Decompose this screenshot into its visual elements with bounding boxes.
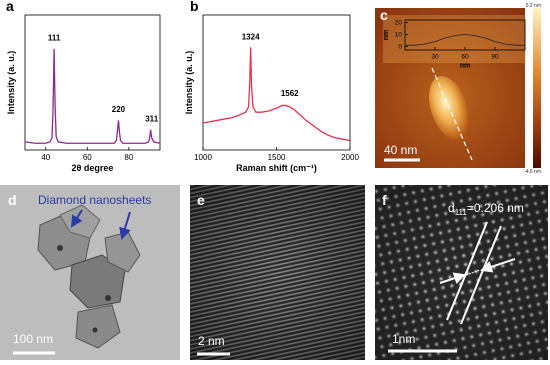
nanosheet xyxy=(75,304,121,349)
panel-label: c xyxy=(380,7,388,23)
x-axis-label: Raman shift (cm⁻¹) xyxy=(236,163,317,173)
nanosheet xyxy=(69,254,126,309)
hrtem-panel-e: e 2 nm xyxy=(190,185,365,360)
hrtem-panel-f: f d111=0.206 nm 1nm xyxy=(375,185,548,360)
x-tick-label: 90 xyxy=(491,54,499,61)
data-line xyxy=(405,33,525,46)
x-axis-label: nm xyxy=(460,63,471,70)
y-axis-label: nm xyxy=(383,30,390,41)
scale-bar-label: 100 nm xyxy=(13,332,53,346)
tem-panel-d: d Diamond nanosheets 100 nm xyxy=(0,185,180,360)
y-axis-label: Intensity (a. u.) xyxy=(6,51,16,115)
peak-label: 311 xyxy=(145,115,158,124)
x-tick-label: 40 xyxy=(41,153,50,162)
x-axis-label: 2θ degree xyxy=(72,163,114,173)
x-tick-label: 2000 xyxy=(341,153,359,162)
panel-label: d xyxy=(8,192,17,208)
x-tick-label: 1000 xyxy=(194,153,212,162)
arrow xyxy=(480,258,516,273)
shading xyxy=(190,185,365,360)
arrow xyxy=(439,272,466,284)
spacing-subscript: 111 xyxy=(455,208,468,217)
peak-label: 111 xyxy=(48,34,61,43)
plot-frame xyxy=(202,14,351,151)
x-tick-label: 60 xyxy=(461,54,469,61)
spacing-mark xyxy=(465,269,481,276)
x-tick-label: 1500 xyxy=(268,153,286,162)
spacing-label: d111=0.206 nm xyxy=(448,201,524,217)
scale-bar-label: 1nm xyxy=(392,332,415,346)
peak-label: 220 xyxy=(112,105,126,114)
peak-label: 1562 xyxy=(281,89,299,98)
scale-bar-label: 2 nm xyxy=(198,334,225,348)
colorbar-max: 5.2 nm xyxy=(526,3,541,9)
peak-label: 1324 xyxy=(242,32,260,41)
panel-label: a xyxy=(6,0,14,14)
particle xyxy=(57,245,63,251)
panel-label: e xyxy=(197,192,205,208)
panel-label: f xyxy=(382,192,387,208)
annotation: Diamond nanosheets xyxy=(38,193,151,207)
x-tick-label: 60 xyxy=(83,153,92,162)
y-axis-label: Intensity (a. u.) xyxy=(184,51,194,115)
colorbar xyxy=(533,8,541,168)
data-line xyxy=(202,47,351,142)
lattice-line xyxy=(460,225,502,325)
x-tick-label: 80 xyxy=(124,153,133,162)
inset-bg xyxy=(383,15,526,63)
particle xyxy=(92,327,98,333)
lattice-line xyxy=(446,221,488,321)
y-tick-label: 20 xyxy=(395,20,403,27)
particle xyxy=(105,295,111,301)
spacing-symbol: d xyxy=(448,201,455,215)
scale-bar-label: 40 nm xyxy=(384,143,417,157)
arrow xyxy=(119,211,131,240)
panel-label: b xyxy=(190,0,199,14)
spacing-text: =0.206 nm xyxy=(467,201,524,215)
plot-frame xyxy=(24,14,161,151)
y-tick-label: 10 xyxy=(395,32,403,39)
data-line xyxy=(24,48,161,144)
profile-line xyxy=(431,67,473,161)
afm-panel: 5.2 nm -4.6 nm c 40 nm xyxy=(375,3,541,175)
colorbar-min: -4.6 nm xyxy=(524,169,541,175)
x-tick-label: 30 xyxy=(431,54,439,61)
arrow xyxy=(70,209,83,228)
y-tick-label: 0 xyxy=(398,44,402,51)
